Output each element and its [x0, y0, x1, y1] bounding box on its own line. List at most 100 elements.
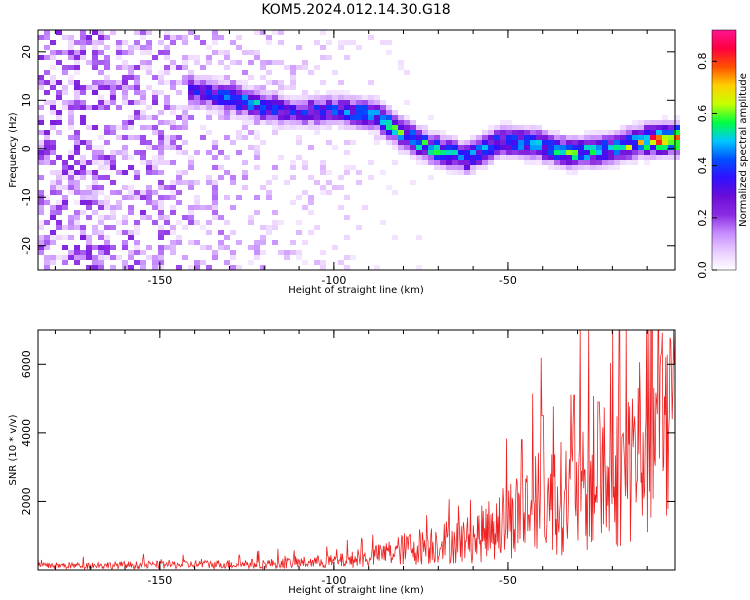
heatmap-cell	[440, 155, 446, 160]
heatmap-cell	[242, 125, 248, 130]
heatmap-cell	[434, 135, 440, 140]
heatmap-cell	[224, 115, 230, 120]
heatmap-cell	[338, 90, 344, 95]
heatmap-cell	[368, 95, 374, 100]
heatmap-cell	[224, 110, 230, 115]
heatmap-cell	[404, 70, 410, 75]
heatmap-cell	[638, 140, 644, 145]
heatmap-cell	[272, 220, 278, 225]
heatmap-cell	[164, 185, 170, 190]
heatmap-cell	[86, 245, 92, 250]
heatmap-cell	[398, 145, 404, 150]
heatmap-cell	[602, 155, 608, 160]
heatmap-cell	[416, 265, 422, 270]
heatmap-cell	[68, 180, 74, 185]
heatmap-cell	[314, 260, 320, 265]
heatmap-cell	[206, 265, 212, 270]
heatmap-cell	[446, 170, 452, 175]
heatmap-cell	[230, 40, 236, 45]
heatmap-cell	[422, 160, 428, 165]
heatmap-cell	[248, 85, 254, 90]
heatmap-cell	[272, 130, 278, 135]
heatmap-cell	[110, 160, 116, 165]
heatmap-cell	[320, 95, 326, 100]
heatmap-cell	[110, 130, 116, 135]
heatmap-cell	[638, 150, 644, 155]
heatmap-cell	[44, 130, 50, 135]
heatmap-cell	[128, 265, 134, 270]
heatmap-cell	[116, 55, 122, 60]
heatmap-cell	[326, 180, 332, 185]
heatmap-cell	[38, 245, 44, 250]
heatmap-cell	[104, 105, 110, 110]
heatmap-cell	[230, 100, 236, 105]
heatmap-cell	[302, 105, 308, 110]
heatmap-cell	[218, 245, 224, 250]
heatmap-cell	[350, 100, 356, 105]
heatmap-cell	[614, 130, 620, 135]
heatmap-cell	[404, 115, 410, 120]
heatmap-cell	[146, 195, 152, 200]
heatmap-cell	[56, 235, 62, 240]
heatmap-cell	[140, 250, 146, 255]
heatmap-cell	[302, 100, 308, 105]
heatmap-cell	[350, 255, 356, 260]
heatmap-cell	[188, 210, 194, 215]
heatmap-cell	[590, 160, 596, 165]
heatmap-cell	[374, 100, 380, 105]
heatmap-cell	[38, 155, 44, 160]
heatmap-cell	[170, 185, 176, 190]
heatmap-cell	[98, 105, 104, 110]
y-tick-label: -20	[20, 237, 33, 255]
heatmap-cell	[170, 40, 176, 45]
heatmap-cell	[368, 35, 374, 40]
heatmap-cell	[176, 220, 182, 225]
heatmap-cell	[464, 170, 470, 175]
heatmap-cell	[320, 190, 326, 195]
heatmap-cell	[152, 130, 158, 135]
heatmap-cell	[134, 245, 140, 250]
heatmap-cell	[428, 140, 434, 145]
heatmap-cell	[188, 220, 194, 225]
heatmap-cell	[224, 220, 230, 225]
heatmap-cell	[302, 165, 308, 170]
heatmap-cell	[134, 190, 140, 195]
heatmap-cell	[434, 140, 440, 145]
heatmap-cell	[170, 85, 176, 90]
heatmap-cell	[170, 180, 176, 185]
heatmap-cell	[56, 175, 62, 180]
heatmap-cell	[176, 265, 182, 270]
heatmap-cell	[320, 265, 326, 270]
heatmap-cell	[140, 140, 146, 145]
heatmap-cell	[110, 255, 116, 260]
heatmap-cell	[236, 135, 242, 140]
heatmap-cell	[614, 160, 620, 165]
heatmap-cell	[482, 140, 488, 145]
heatmap-cell	[266, 230, 272, 235]
heatmap-cell	[662, 150, 668, 155]
heatmap-cell	[230, 140, 236, 145]
heatmap-cell	[248, 260, 254, 265]
heatmap-cell	[260, 60, 266, 65]
heatmap-cell	[38, 210, 44, 215]
heatmap-cell	[74, 90, 80, 95]
heatmap-cell	[218, 35, 224, 40]
colorbar-tick-label: 0.8	[696, 53, 709, 71]
heatmap-cell	[176, 145, 182, 150]
heatmap-cell	[158, 145, 164, 150]
heatmap-cell	[92, 175, 98, 180]
heatmap-cell	[200, 85, 206, 90]
heatmap-cell	[674, 150, 680, 155]
heatmap-cell	[248, 90, 254, 95]
heatmap-cell	[50, 230, 56, 235]
heatmap-cell	[314, 105, 320, 110]
heatmap-cell	[92, 185, 98, 190]
heatmap-cell	[80, 50, 86, 55]
heatmap-cell	[188, 105, 194, 110]
heatmap-cell	[194, 260, 200, 265]
heatmap-cell	[74, 135, 80, 140]
heatmap-cell	[608, 160, 614, 165]
heatmap-cell	[38, 120, 44, 125]
heatmap-cell	[398, 115, 404, 120]
colorbar-label: Normalized spectral amplitude	[738, 73, 749, 227]
